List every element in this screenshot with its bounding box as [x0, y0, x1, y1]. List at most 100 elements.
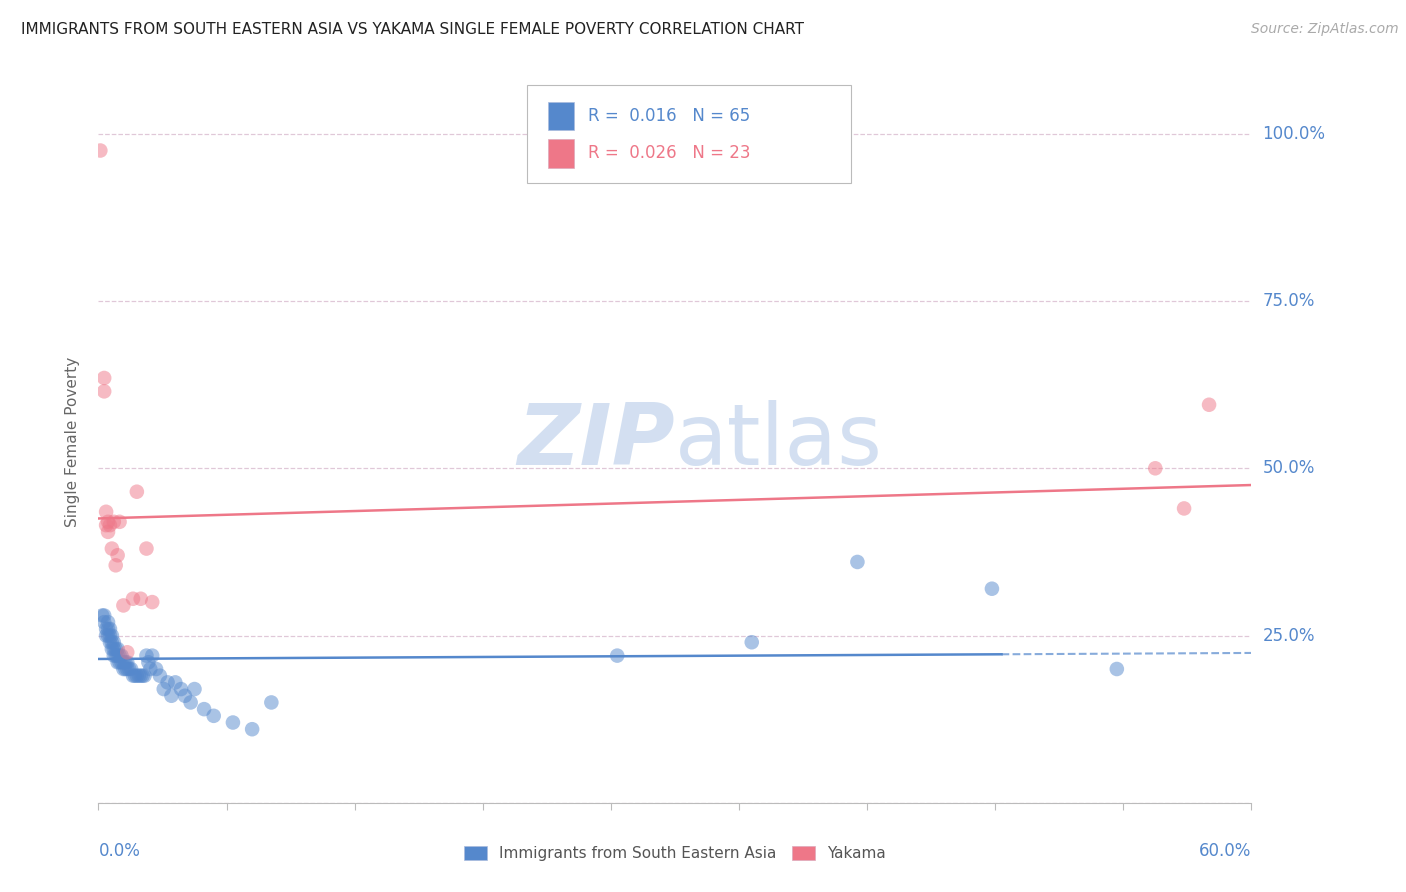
Point — [101, 635, 124, 649]
Point — [114, 662, 136, 676]
Point — [97, 628, 120, 642]
Point — [124, 669, 146, 683]
Point — [981, 582, 1004, 596]
Text: 50.0%: 50.0% — [1263, 459, 1315, 477]
Text: 75.0%: 75.0% — [1263, 292, 1315, 310]
Point — [117, 655, 139, 669]
Y-axis label: Single Female Poverty: Single Female Poverty — [65, 357, 80, 526]
Point — [97, 524, 120, 539]
Point — [117, 662, 139, 676]
Text: IMMIGRANTS FROM SOUTH EASTERN ASIA VS YAKAMA SINGLE FEMALE POVERTY CORRELATION C: IMMIGRANTS FROM SOUTH EASTERN ASIA VS YA… — [21, 22, 804, 37]
Point — [170, 681, 193, 696]
Point — [93, 608, 115, 623]
Point — [125, 669, 148, 683]
Point — [138, 655, 160, 669]
Point — [1173, 501, 1195, 516]
Point — [122, 591, 145, 606]
Point — [139, 662, 162, 676]
Point — [222, 715, 245, 730]
Text: atlas: atlas — [675, 400, 883, 483]
Point — [141, 595, 163, 609]
Point — [110, 655, 132, 669]
Text: 100.0%: 100.0% — [1263, 125, 1326, 143]
Point — [104, 558, 127, 573]
Point — [156, 675, 179, 690]
Point — [112, 599, 135, 613]
Point — [145, 662, 167, 676]
Point — [103, 642, 125, 657]
Point — [846, 555, 869, 569]
Point — [174, 689, 197, 703]
Point — [131, 669, 153, 683]
Point — [180, 696, 202, 710]
Point — [93, 615, 115, 630]
Point — [93, 371, 115, 385]
Text: R =  0.016   N = 65: R = 0.016 N = 65 — [588, 107, 749, 125]
Legend: Immigrants from South Eastern Asia, Yakama: Immigrants from South Eastern Asia, Yaka… — [458, 840, 891, 867]
Point — [94, 505, 117, 519]
Point — [108, 515, 131, 529]
Point — [107, 642, 129, 657]
Point — [260, 696, 283, 710]
Point — [97, 515, 120, 529]
Point — [120, 662, 142, 676]
Point — [129, 591, 152, 606]
Point — [91, 608, 114, 623]
Point — [112, 655, 135, 669]
Text: Source: ZipAtlas.com: Source: ZipAtlas.com — [1251, 22, 1399, 37]
Point — [125, 484, 148, 499]
Point — [1198, 398, 1220, 412]
Point — [101, 628, 124, 642]
Point — [135, 541, 157, 556]
Point — [160, 689, 183, 703]
Point — [202, 708, 225, 723]
Point — [141, 648, 163, 663]
Text: R =  0.026   N = 23: R = 0.026 N = 23 — [588, 145, 751, 162]
Point — [108, 655, 131, 669]
Point — [606, 648, 628, 663]
Point — [117, 645, 139, 659]
Point — [1144, 461, 1167, 475]
Point — [741, 635, 763, 649]
Point — [183, 681, 205, 696]
Point — [103, 648, 125, 663]
Point — [101, 642, 124, 657]
Point — [98, 628, 121, 642]
Point — [103, 635, 125, 649]
Point — [94, 628, 117, 642]
Point — [103, 515, 125, 529]
Text: 25.0%: 25.0% — [1263, 626, 1315, 645]
Point — [107, 648, 129, 663]
Point — [118, 662, 141, 676]
Text: 0.0%: 0.0% — [98, 842, 141, 860]
Point — [240, 723, 263, 737]
Point — [97, 622, 120, 636]
Point — [152, 681, 174, 696]
Point — [107, 655, 129, 669]
Point — [114, 655, 136, 669]
Point — [97, 615, 120, 630]
Text: ZIP: ZIP — [517, 400, 675, 483]
Point — [129, 669, 152, 683]
Point — [107, 548, 129, 563]
Point — [98, 622, 121, 636]
Point — [128, 669, 150, 683]
Point — [89, 144, 111, 158]
Point — [101, 541, 124, 556]
Point — [94, 518, 117, 533]
Point — [98, 518, 121, 533]
Point — [149, 669, 172, 683]
Point — [134, 669, 156, 683]
Point — [122, 669, 145, 683]
Point — [110, 648, 132, 663]
Point — [104, 648, 127, 663]
Point — [104, 642, 127, 657]
Point — [108, 648, 131, 663]
Point — [165, 675, 187, 690]
Point — [98, 635, 121, 649]
Point — [112, 662, 135, 676]
Point — [94, 622, 117, 636]
Point — [135, 648, 157, 663]
Point — [93, 384, 115, 399]
Point — [193, 702, 215, 716]
